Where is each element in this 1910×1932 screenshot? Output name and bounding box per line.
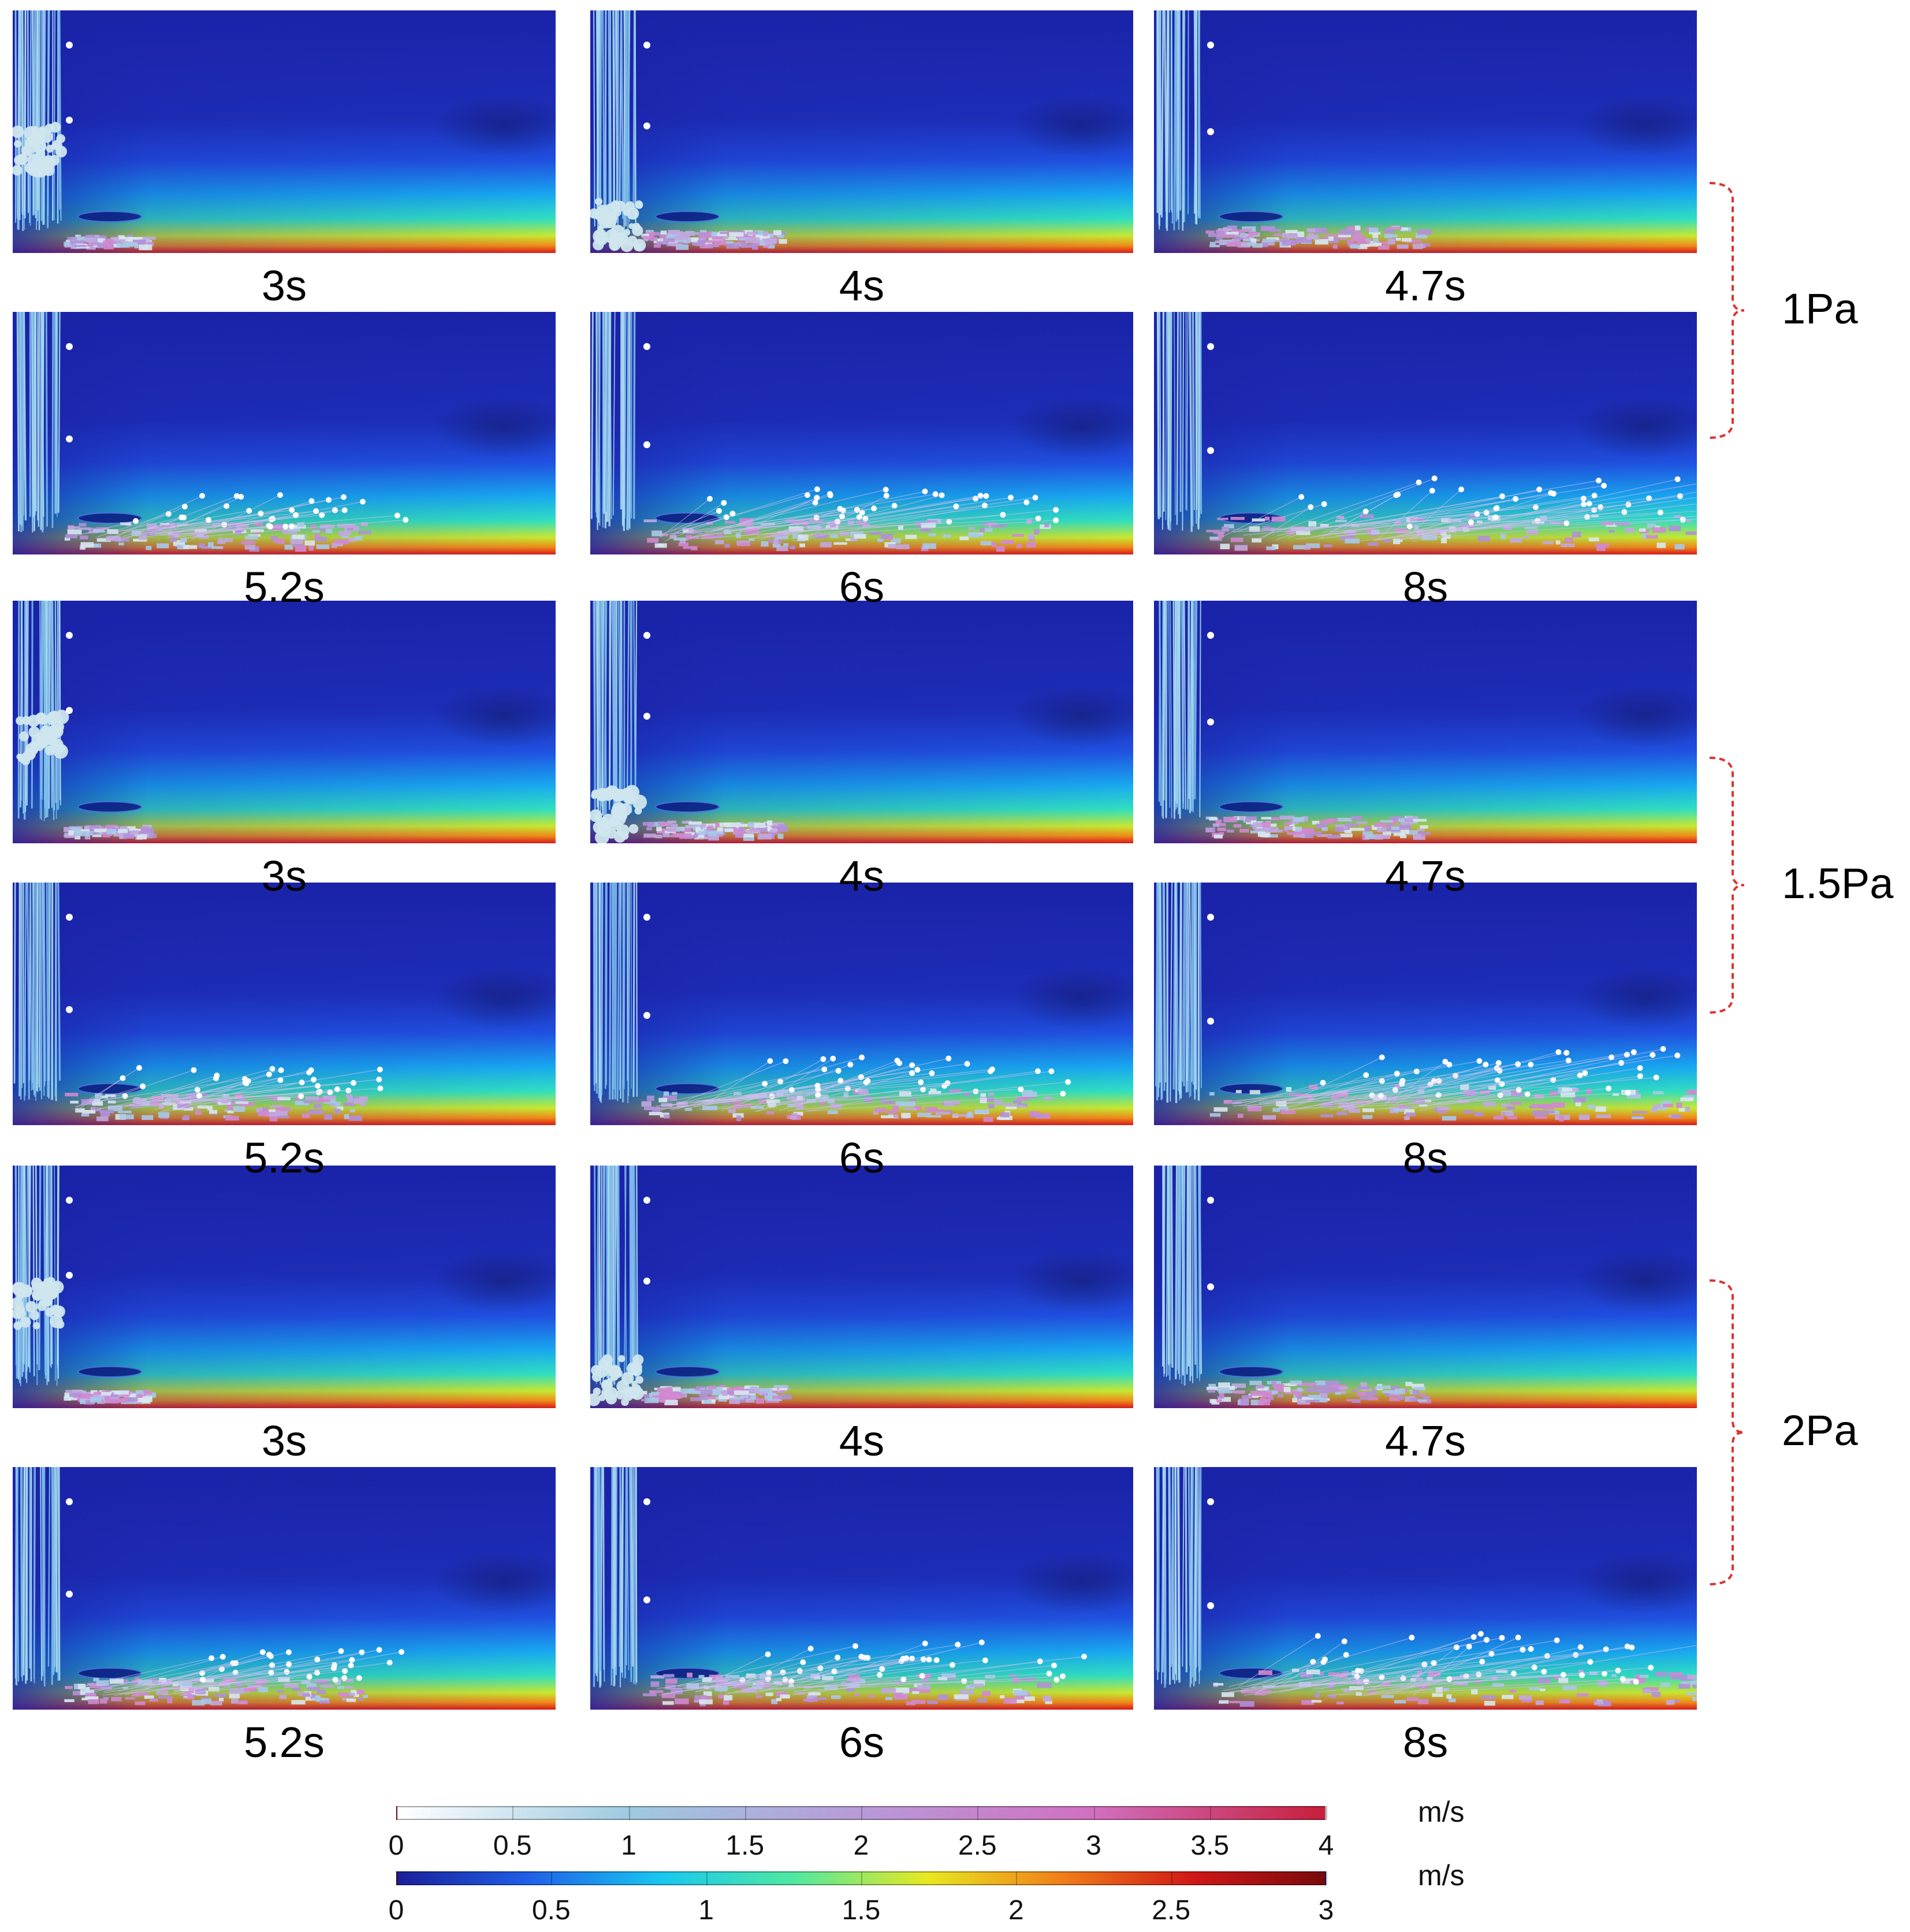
time-label: 6s: [839, 563, 885, 611]
fluid-velocity-unit: m/s: [1418, 1859, 1465, 1892]
time-label: 8s: [1402, 1718, 1449, 1766]
colorbar-tick-label: 2.5: [958, 1830, 997, 1861]
fluid-velocity-colorbar: [396, 1871, 1326, 1885]
colorbar-tick-mark: [396, 1806, 397, 1820]
colorbar-tick-mark: [396, 1871, 397, 1885]
colorbar-tick-label: 2.5: [1152, 1895, 1191, 1926]
colorbar-tick-mark: [861, 1806, 862, 1820]
simulation-panel: [590, 10, 1133, 253]
simulation-panel: [1154, 883, 1697, 1125]
time-label: 6s: [839, 1718, 885, 1766]
particle-velocity-colorbar: [396, 1806, 1326, 1820]
colorbar-tick-mark: [977, 1806, 979, 1820]
time-label: 5.2s: [244, 1718, 325, 1766]
time-label: 3s: [261, 262, 307, 310]
simulation-panel: [13, 883, 556, 1125]
colorbar-tick-mark: [1326, 1806, 1327, 1820]
colorbar-tick-mark: [551, 1871, 553, 1885]
bracket-2pa: [1710, 1279, 1773, 1585]
time-label: 4.7s: [1385, 262, 1466, 310]
simulation-panel: [13, 1166, 556, 1408]
simulation-panel: [590, 601, 1133, 843]
simulation-panel: [590, 1467, 1133, 1710]
pressure-label-1-5pa: 1.5Pa: [1782, 859, 1894, 907]
colorbar-tick-label: 0.5: [531, 1895, 571, 1926]
simulation-panel: [13, 312, 556, 554]
colorbar-tick-label: 3: [1318, 1895, 1334, 1926]
colorbar-tick-label: 1.5: [842, 1895, 881, 1926]
particle-velocity-unit: m/s: [1418, 1796, 1465, 1828]
simulation-panel: [1154, 1467, 1697, 1710]
colorbar-tick-mark: [744, 1806, 746, 1820]
simulation-panel: [590, 1166, 1133, 1408]
colorbar-tick-label: 2: [1008, 1895, 1024, 1926]
colorbar-tick-mark: [628, 1806, 630, 1820]
colorbar-tick-label: 3.5: [1190, 1830, 1230, 1861]
bracket-1-5pa: [1710, 757, 1773, 1014]
colorbar-tick-label: 1: [698, 1895, 714, 1926]
simulation-panel: [13, 1467, 556, 1710]
colorbar-tick-mark: [1326, 1871, 1327, 1885]
simulation-panel: [1154, 601, 1697, 843]
time-label: 4.7s: [1385, 852, 1466, 900]
simulation-panel: [1154, 312, 1697, 554]
bracket-1pa: [1710, 182, 1773, 439]
simulation-panel: [590, 312, 1133, 554]
time-label: 3s: [261, 1417, 307, 1465]
simulation-panel: [13, 10, 556, 253]
colorbar-tick-label: 1: [621, 1830, 636, 1861]
colorbar-tick-label: 0.5: [493, 1830, 532, 1861]
colorbar-tick-mark: [706, 1871, 708, 1885]
time-label: 4s: [839, 1417, 885, 1465]
colorbar-tick-label: 1.5: [725, 1830, 765, 1861]
time-label: 5.2s: [244, 1134, 325, 1182]
colorbar-tick-mark: [1209, 1806, 1211, 1820]
colorbar-tick-label: 3: [1086, 1830, 1101, 1861]
time-label: 6s: [839, 1134, 885, 1182]
colorbar-tick-mark: [861, 1871, 862, 1885]
colorbar-tick-mark: [1093, 1806, 1095, 1820]
time-label: 4s: [839, 262, 885, 310]
time-label: 8s: [1402, 1134, 1449, 1182]
time-label: 4s: [839, 852, 885, 900]
pressure-label-2pa: 2Pa: [1782, 1406, 1858, 1454]
simulation-panel: [13, 601, 556, 843]
colorbar-tick-label: 0: [388, 1895, 404, 1926]
time-label: 4.7s: [1385, 1417, 1466, 1465]
time-label: 3s: [261, 852, 307, 900]
colorbar-tick-mark: [1016, 1871, 1018, 1885]
colorbar-tick-label: 2: [853, 1830, 869, 1861]
pressure-label-1pa: 1Pa: [1782, 284, 1858, 333]
simulation-panel: [1154, 1166, 1697, 1408]
colorbar-tick-mark: [1171, 1871, 1172, 1885]
colorbar-tick-label: 4: [1318, 1830, 1334, 1861]
time-label: 8s: [1402, 563, 1449, 611]
simulation-panel: [590, 883, 1133, 1125]
colorbar-tick-label: 0: [388, 1830, 404, 1861]
simulation-panel: [1154, 10, 1697, 253]
time-label: 5.2s: [244, 563, 325, 611]
colorbar-tick-mark: [512, 1806, 514, 1820]
